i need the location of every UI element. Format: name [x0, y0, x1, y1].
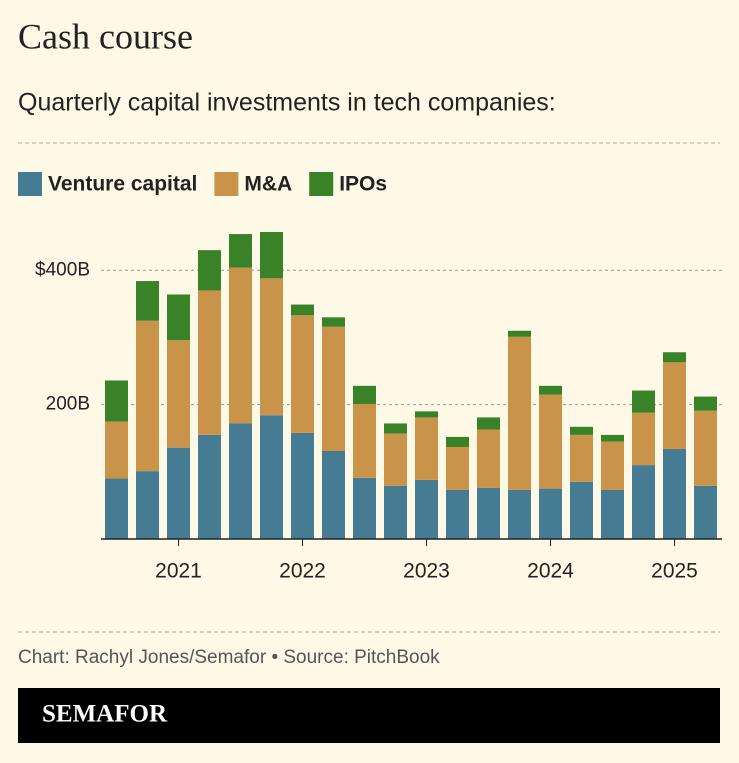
bar-segment — [384, 485, 407, 539]
bar-segment — [353, 403, 376, 478]
legend-label: IPOs — [339, 173, 387, 196]
bar-segment — [105, 380, 128, 422]
bar-segment — [446, 489, 469, 539]
bar-segment — [663, 362, 686, 449]
bar-segment — [446, 446, 469, 490]
bar-segment — [570, 481, 593, 539]
logo-band — [18, 688, 720, 743]
bar-segment — [508, 336, 531, 490]
y-tick-label: $400B — [35, 259, 90, 280]
chart-title: Cash course — [18, 16, 193, 56]
bar-segment — [632, 390, 655, 413]
bar-segment — [415, 479, 438, 539]
bar-segment — [136, 471, 159, 539]
bar-segment — [136, 320, 159, 472]
bar-segment — [415, 417, 438, 480]
bar-segment — [136, 281, 159, 321]
bar-segment — [570, 434, 593, 482]
bar-segment — [322, 326, 345, 452]
bar-segment — [601, 489, 624, 539]
bar-segment — [291, 315, 314, 433]
legend-swatch — [309, 172, 334, 196]
bar-segment — [229, 423, 252, 539]
bar-segment — [415, 411, 438, 418]
bar-segment — [477, 417, 500, 430]
bar-segment — [322, 451, 345, 539]
bar-segment — [260, 232, 283, 279]
bar-segment — [601, 434, 624, 442]
bar-segment — [539, 394, 562, 489]
chart-subtitle: Quarterly capital investments in tech co… — [18, 89, 556, 117]
bar-segment — [539, 385, 562, 395]
bar-segment — [167, 340, 190, 448]
bar-segment — [477, 487, 500, 539]
bar-segment — [198, 250, 221, 291]
legend-label: M&A — [244, 173, 292, 196]
bar-segment — [198, 434, 221, 539]
bar-segment — [663, 448, 686, 539]
bar-segment — [229, 267, 252, 424]
bar-segment — [508, 489, 531, 539]
bar-segment — [260, 278, 283, 416]
bar-segment — [105, 421, 128, 479]
legend-label: Venture capital — [48, 173, 197, 196]
x-tick-label: 2021 — [155, 560, 202, 583]
x-tick-label: 2025 — [651, 560, 698, 583]
x-tick-label: 2024 — [527, 560, 574, 583]
bar-segment — [477, 429, 500, 488]
bar-segment — [632, 412, 655, 466]
legend-swatch — [18, 172, 42, 196]
bar-segment — [694, 485, 717, 539]
bar-segment — [694, 410, 717, 486]
bar-segment — [291, 432, 314, 539]
bar-segment — [198, 290, 221, 435]
bar-segment — [229, 234, 252, 268]
bar-segment — [167, 294, 190, 341]
bar-segment — [353, 385, 376, 404]
bar-segment — [663, 352, 686, 363]
bar-segment — [694, 396, 717, 411]
bar-segment — [260, 415, 283, 539]
bar-segment — [291, 304, 314, 316]
bar-segment — [508, 330, 531, 337]
bar-segment — [601, 441, 624, 490]
bar-segment — [167, 447, 190, 539]
bar-segment — [446, 436, 469, 447]
logo: SEMAFOR — [42, 701, 168, 728]
bar-segment — [384, 423, 407, 434]
bar-segment — [632, 465, 655, 539]
x-tick-label: 2022 — [279, 560, 326, 583]
x-tick-label: 2023 — [403, 560, 450, 583]
bar-segment — [539, 488, 562, 539]
credit: Chart: Rachyl Jones/Semafor • Source: Pi… — [18, 647, 440, 668]
bar-segment — [384, 433, 407, 486]
bar-segment — [570, 426, 593, 435]
legend-swatch — [214, 172, 239, 196]
bar-segment — [322, 317, 345, 327]
y-tick-label: 200B — [46, 394, 90, 415]
bar-segment — [353, 477, 376, 539]
bar-segment — [105, 478, 128, 539]
